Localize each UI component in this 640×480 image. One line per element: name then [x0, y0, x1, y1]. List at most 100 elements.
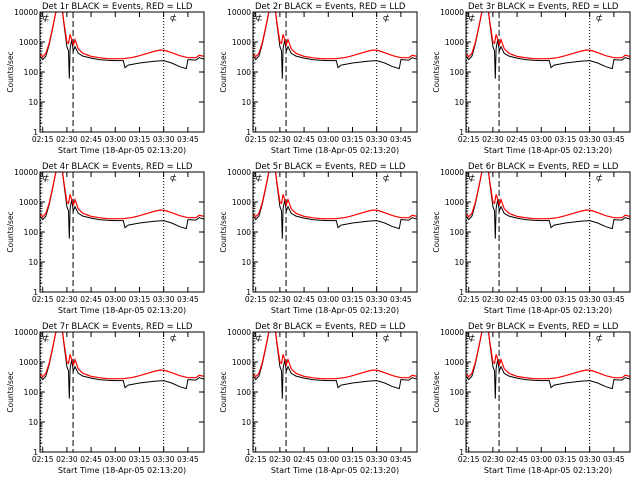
events-series-line	[466, 172, 630, 239]
x-tick-label: 03:00	[104, 135, 126, 144]
y-tick-label: 10	[454, 418, 464, 427]
y-tick-label: 10000	[14, 168, 38, 177]
x-tick-label: 03:45	[177, 295, 199, 304]
y-tick-label: 100	[237, 228, 252, 237]
events-series-line	[253, 172, 417, 239]
y-tick-label: 10000	[14, 8, 38, 17]
x-axis-label: Start Time (18-Apr-05 02:13:20)	[271, 306, 399, 315]
y-tick-label: 100	[450, 68, 465, 77]
events-series-line	[40, 172, 204, 239]
x-tick-label: 02:15	[245, 295, 267, 304]
lld-series-line	[40, 332, 204, 380]
y-tick-label: 10000	[440, 328, 464, 337]
chart-svg: Det 4r BLACK = Events, RED = LLD 1 10 100 10…	[6, 162, 205, 315]
y-tick-label: 1	[246, 128, 251, 137]
chart-title: Det 6r BLACK = Events, RED = LLD	[468, 162, 619, 172]
x-tick-label: 02:15	[32, 135, 54, 144]
y-tick-label: 1	[459, 448, 464, 457]
chart-svg: Det 2r BLACK = Events, RED = LLD 1 10 100 10…	[219, 2, 418, 155]
detector-panel-6: Det 6r BLACK = Events, RED = LLD 1 10 100 10…	[426, 160, 639, 320]
chart-svg: Det 3r BLACK = Events, RED = LLD 1 10 100 10…	[432, 2, 631, 155]
x-tick-label: 02:15	[32, 295, 54, 304]
x-tick-label: 02:45	[80, 135, 102, 144]
plot-frame	[465, 11, 631, 133]
x-tick-label: 02:15	[245, 455, 267, 464]
legend-glyph: ⊄	[255, 174, 263, 184]
x-tick-label: 03:00	[317, 135, 339, 144]
x-axis-label: Start Time (18-Apr-05 02:13:20)	[58, 466, 186, 475]
chart-svg: Det 1r BLACK = Events, RED = LLD 1 10 100 10…	[6, 2, 205, 155]
x-tick-label: 03:15	[342, 295, 364, 304]
lld-series-line	[466, 12, 630, 60]
legend-glyph: ⊄	[170, 14, 178, 24]
y-axis-label: Counts/sec	[432, 51, 441, 92]
y-tick-label: 10	[241, 258, 251, 267]
x-tick-label: 02:30	[269, 455, 291, 464]
x-tick-label: 03:45	[390, 455, 412, 464]
x-axis-label: Start Time (18-Apr-05 02:13:20)	[484, 306, 612, 315]
x-tick-label: 03:15	[129, 455, 151, 464]
x-tick-label: 03:45	[603, 455, 625, 464]
x-tick-label: 03:00	[317, 295, 339, 304]
lld-series-line	[466, 332, 630, 380]
x-tick-label: 02:30	[269, 295, 291, 304]
x-tick-label: 03:30	[366, 295, 388, 304]
legend-glyph: ⊄	[42, 174, 50, 184]
y-tick-label: 10000	[227, 168, 251, 177]
x-axis-label: Start Time (18-Apr-05 02:13:20)	[484, 466, 612, 475]
x-tick-label: 03:30	[153, 135, 175, 144]
x-tick-label: 02:30	[269, 135, 291, 144]
y-tick-label: 10	[241, 418, 251, 427]
x-tick-label: 03:00	[317, 455, 339, 464]
events-series-line	[466, 332, 630, 399]
x-tick-label: 02:45	[506, 455, 528, 464]
chart-title: Det 4r BLACK = Events, RED = LLD	[42, 162, 193, 172]
detector-panel-2: Det 2r BLACK = Events, RED = LLD 1 10 100 10…	[213, 0, 426, 160]
detector-panel-3: Det 3r BLACK = Events, RED = LLD 1 10 100 10…	[426, 0, 639, 160]
x-axis-label: Start Time (18-Apr-05 02:13:20)	[484, 146, 612, 155]
lld-series-line	[466, 172, 630, 220]
x-tick-label: 03:15	[342, 135, 364, 144]
y-tick-label: 100	[24, 388, 39, 397]
y-axis-label: Counts/sec	[6, 371, 15, 412]
legend-glyph: ⊄	[383, 334, 391, 344]
x-tick-label: 03:45	[177, 455, 199, 464]
y-tick-label: 10000	[227, 328, 251, 337]
chart-title: Det 2r BLACK = Events, RED = LLD	[255, 2, 406, 12]
y-tick-label: 1	[246, 448, 251, 457]
x-tick-label: 03:45	[177, 135, 199, 144]
y-axis-label: Counts/sec	[6, 211, 15, 252]
y-tick-label: 100	[24, 228, 39, 237]
legend-glyph: ⊄	[42, 334, 50, 344]
detector-panel-7: Det 7r BLACK = Events, RED = LLD 1 10 100 10…	[0, 320, 213, 480]
x-tick-label: 03:30	[153, 295, 175, 304]
x-tick-label: 03:15	[342, 455, 364, 464]
x-tick-label: 03:30	[579, 295, 601, 304]
y-axis-label: Counts/sec	[219, 371, 228, 412]
y-tick-label: 1000	[232, 358, 251, 367]
y-tick-label: 1000	[232, 198, 251, 207]
plot-frame	[39, 11, 205, 133]
y-axis-label: Counts/sec	[219, 211, 228, 252]
legend-glyph: ⊄	[468, 334, 476, 344]
y-tick-label: 100	[237, 68, 252, 77]
x-tick-label: 03:00	[104, 455, 126, 464]
x-axis-label: Start Time (18-Apr-05 02:13:20)	[271, 466, 399, 475]
x-tick-label: 02:15	[458, 455, 480, 464]
y-tick-label: 10000	[227, 8, 251, 17]
legend-glyph: ⊄	[255, 334, 263, 344]
y-tick-label: 10000	[440, 168, 464, 177]
legend-glyph: ⊄	[383, 14, 391, 24]
y-tick-label: 1	[33, 288, 38, 297]
detector-panel-1: Det 1r BLACK = Events, RED = LLD 1 10 100 10…	[0, 0, 213, 160]
y-tick-label: 1000	[445, 358, 464, 367]
lld-series-line	[253, 12, 417, 60]
x-tick-label: 03:30	[579, 135, 601, 144]
legend-glyph: ⊄	[596, 334, 604, 344]
y-tick-label: 1000	[232, 38, 251, 47]
x-tick-label: 02:15	[458, 135, 480, 144]
x-axis-label: Start Time (18-Apr-05 02:13:20)	[58, 306, 186, 315]
x-tick-label: 02:30	[482, 295, 504, 304]
plot-frame	[465, 331, 631, 453]
